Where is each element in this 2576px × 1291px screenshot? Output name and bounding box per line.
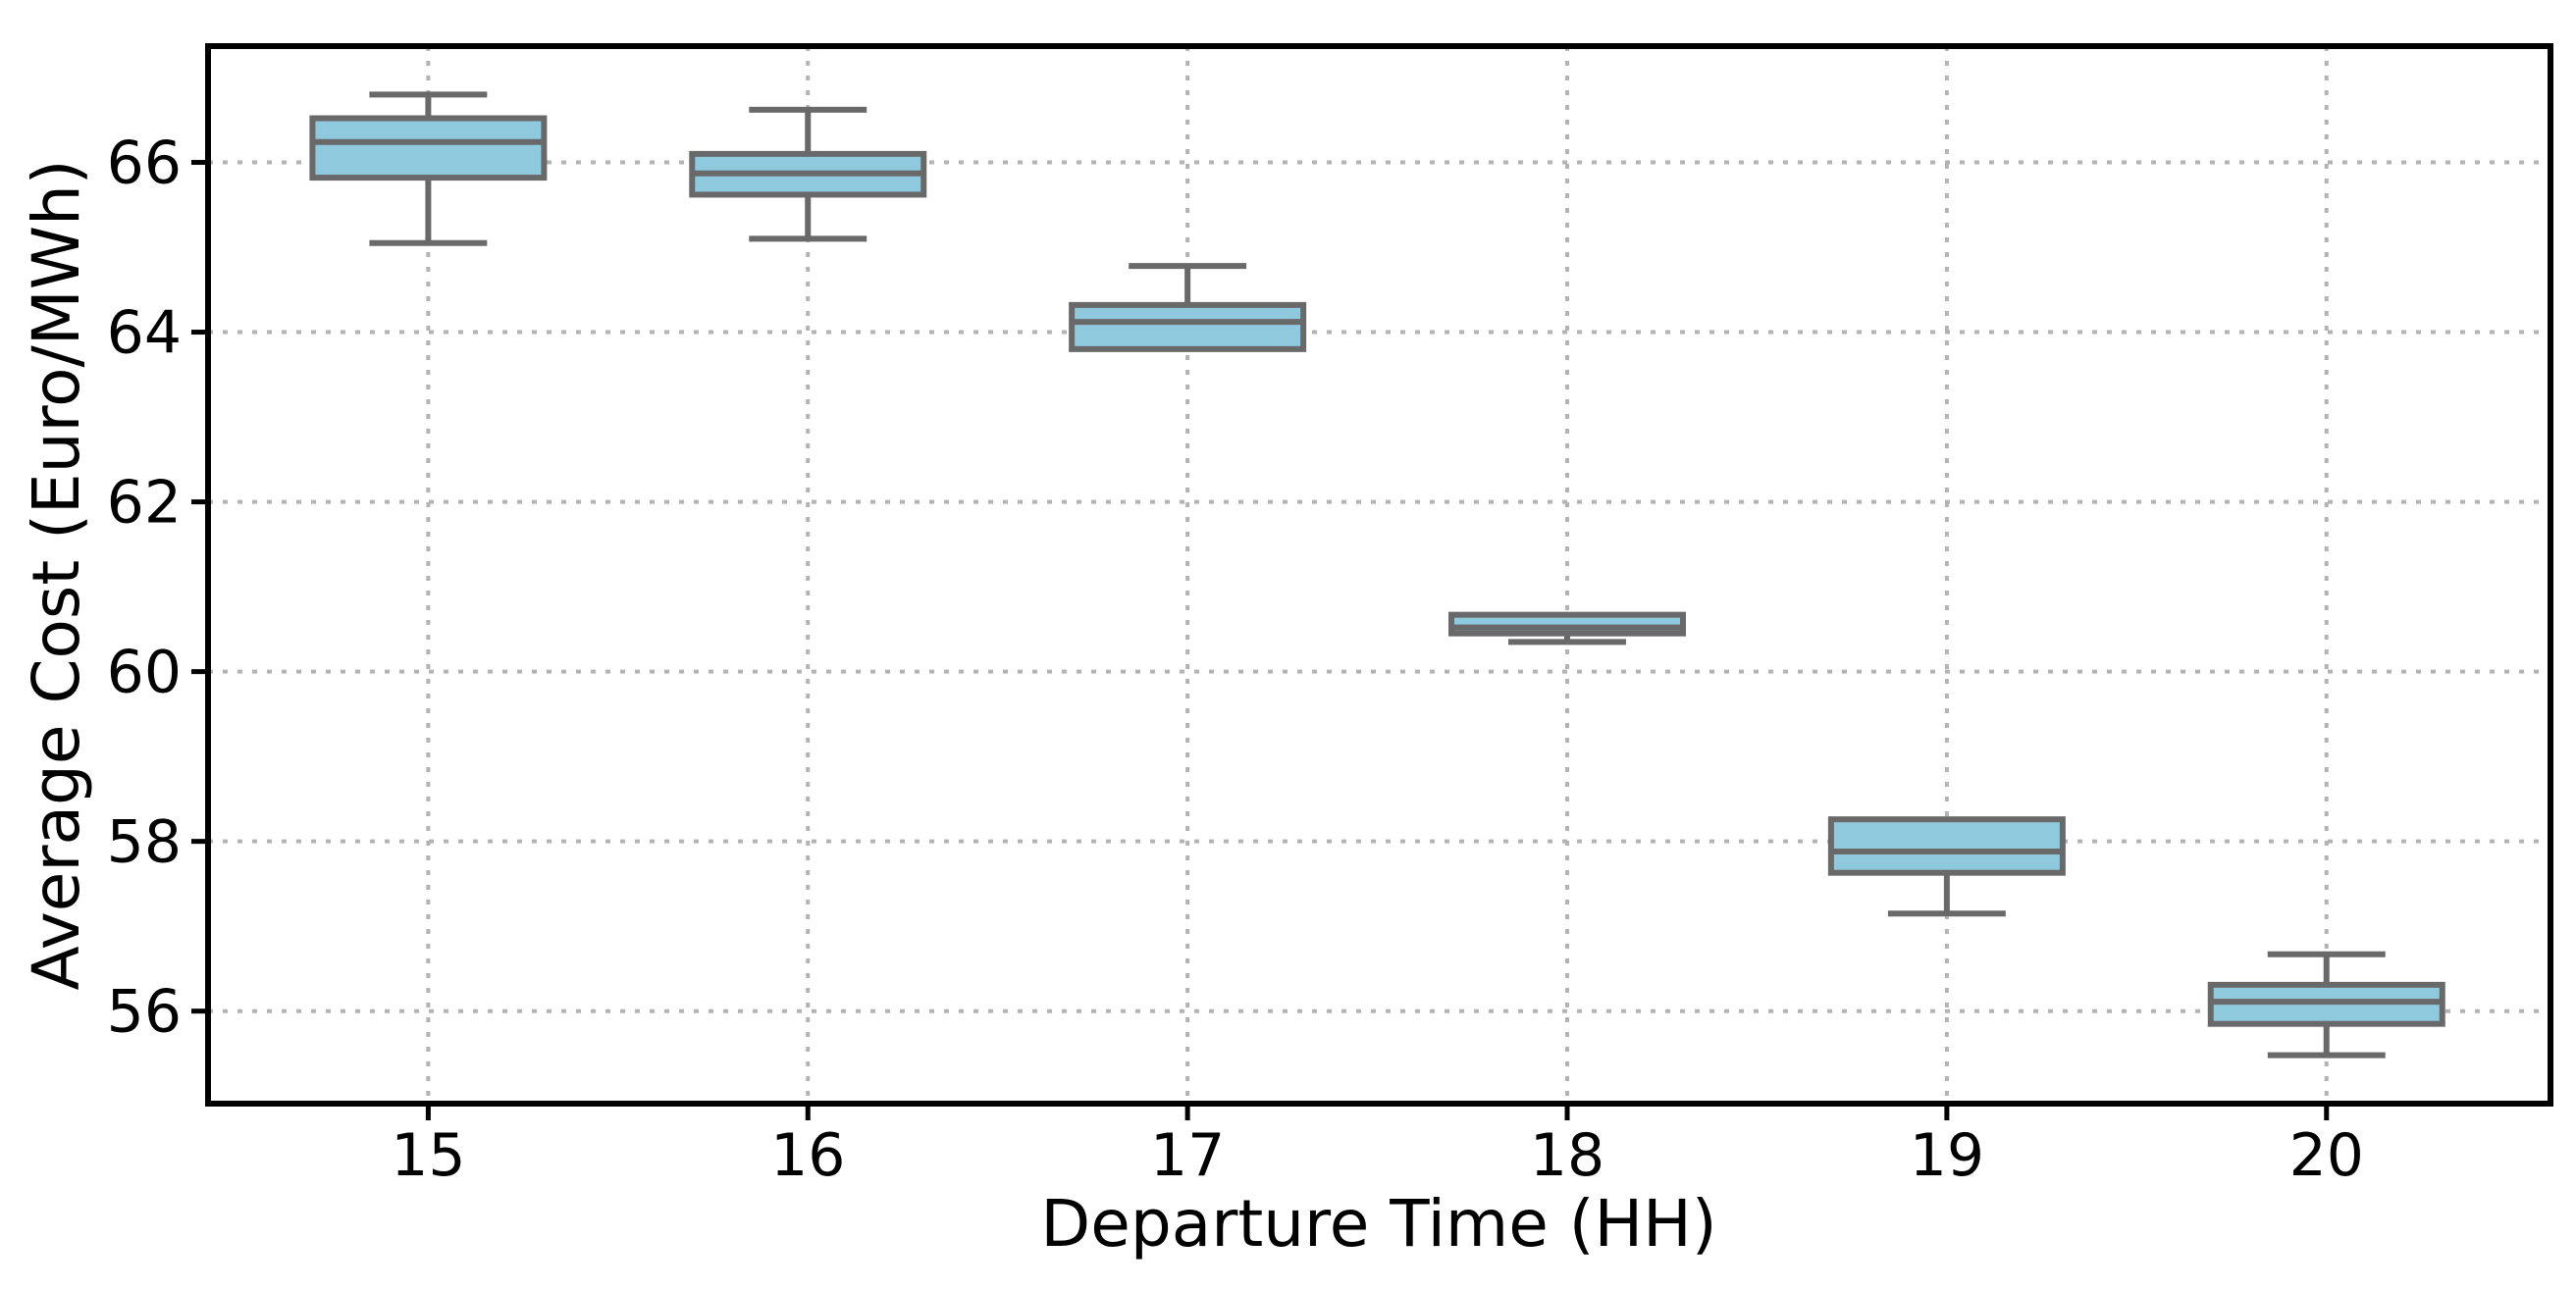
x-tick-label: 18 bbox=[1530, 1121, 1604, 1190]
x-tick-label: 20 bbox=[2289, 1121, 2364, 1190]
x-tick-label: 19 bbox=[1910, 1121, 1984, 1190]
y-tick-label: 60 bbox=[107, 639, 182, 707]
y-axis-label: Average Cost (Euro/MWh) bbox=[19, 159, 94, 991]
x-axis-label: Departure Time (HH) bbox=[1040, 1186, 1717, 1262]
y-tick-label: 64 bbox=[107, 299, 182, 368]
y-tick-label: 66 bbox=[107, 129, 182, 198]
y-tick-label: 58 bbox=[107, 808, 182, 877]
box-17 bbox=[1069, 301, 1307, 352]
y-tick-label: 56 bbox=[107, 978, 182, 1047]
x-tick-label: 17 bbox=[1150, 1121, 1225, 1190]
plot-border bbox=[205, 43, 2553, 1107]
y-tick-label: 62 bbox=[107, 469, 182, 538]
box-19 bbox=[1827, 816, 2066, 876]
x-tick-label: 15 bbox=[391, 1121, 465, 1190]
box-18 bbox=[1448, 611, 1686, 637]
x-tick-label: 16 bbox=[770, 1121, 845, 1190]
box-15 bbox=[309, 115, 548, 181]
